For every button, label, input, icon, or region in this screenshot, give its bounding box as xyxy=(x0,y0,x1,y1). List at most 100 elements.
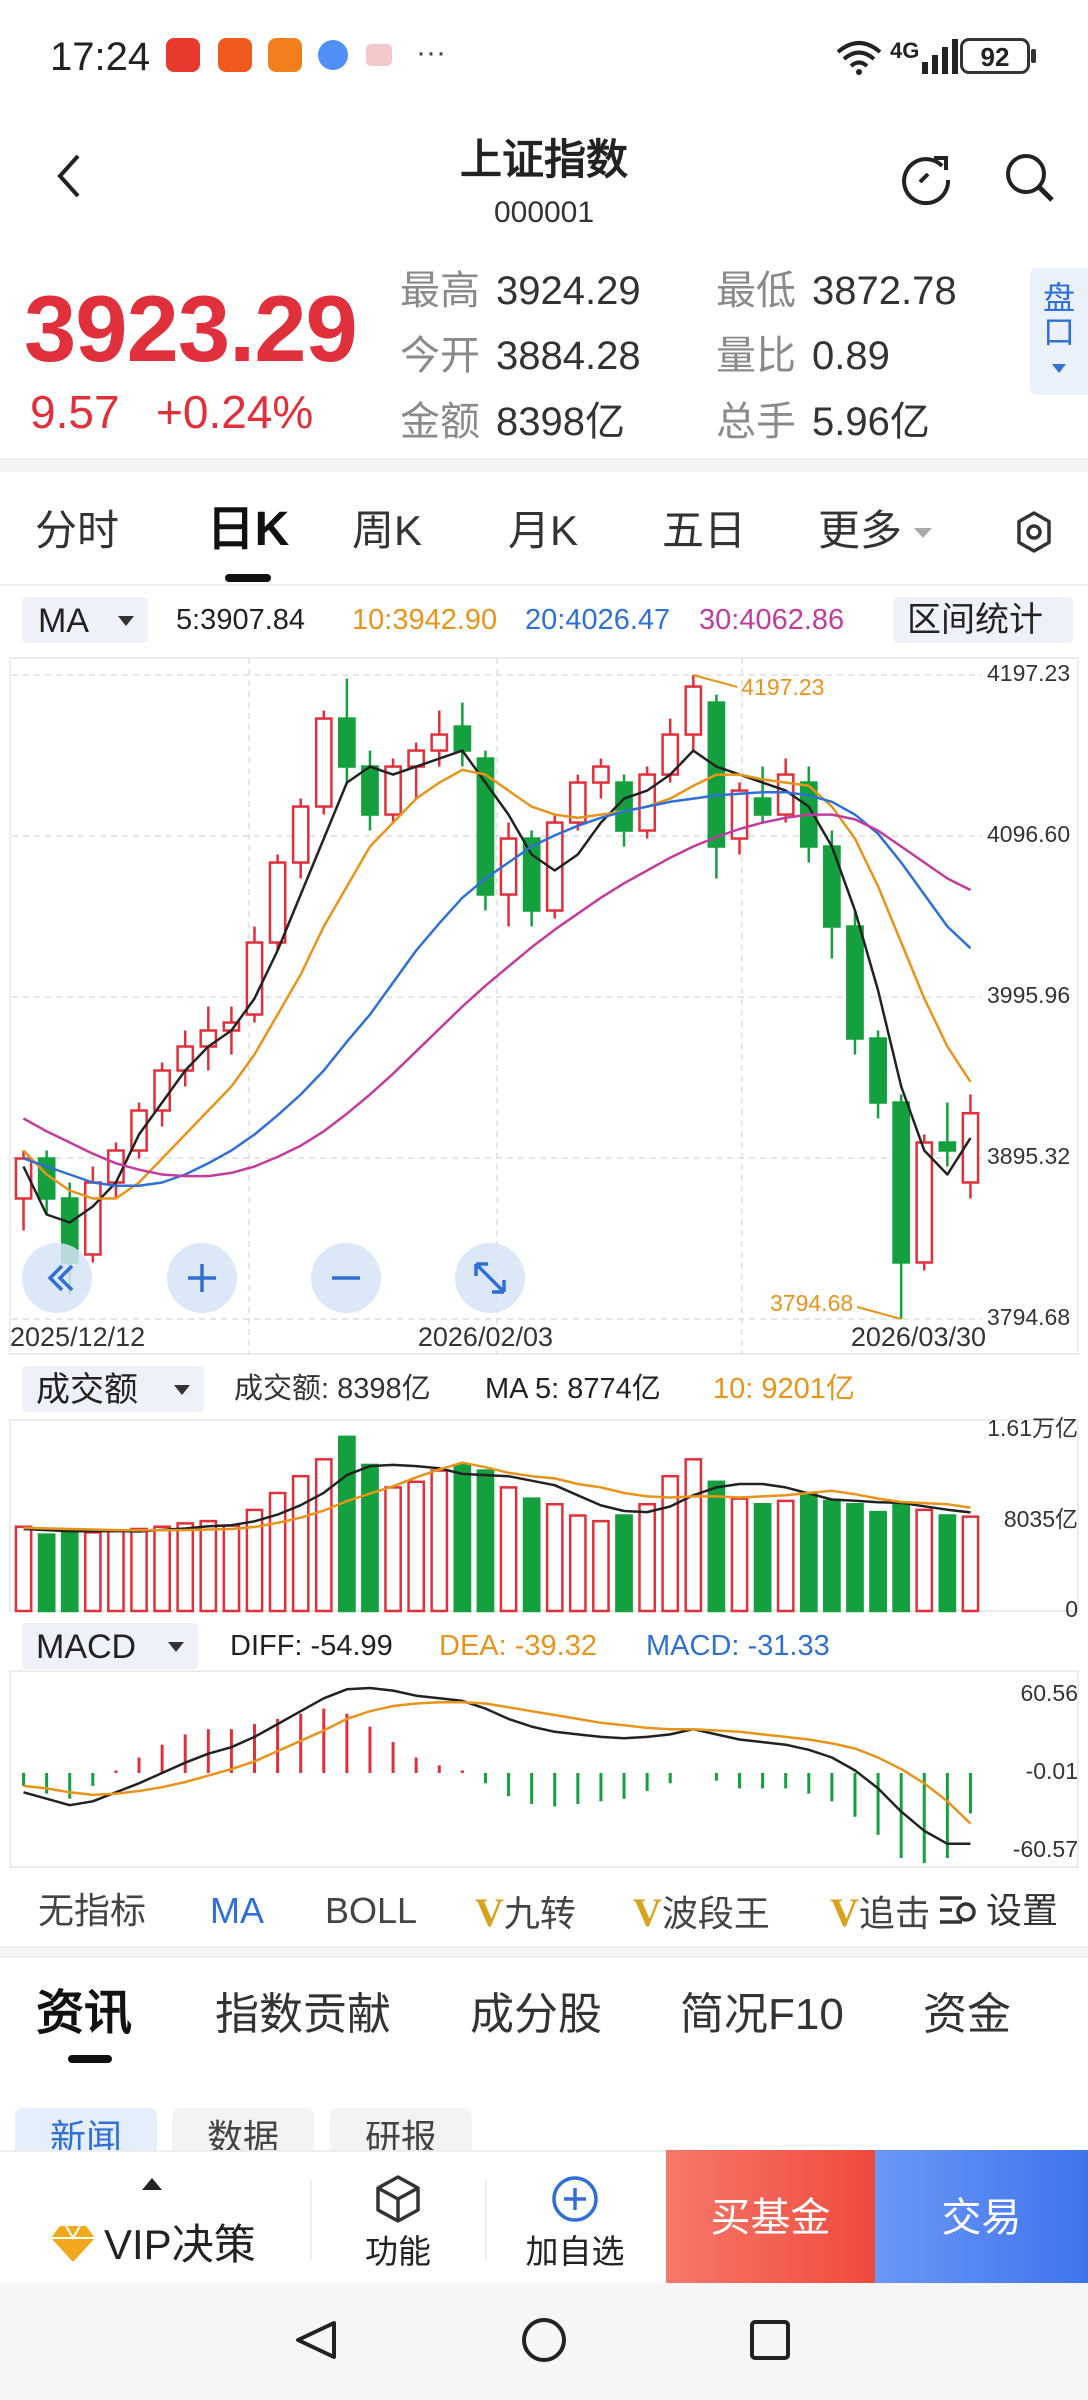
line xyxy=(23,790,972,1187)
line xyxy=(22,813,972,1178)
volume-bar xyxy=(499,1486,518,1613)
network-type: 4G xyxy=(890,38,920,63)
buy-fund-button[interactable]: 买基金 xyxy=(666,2150,875,2285)
indicator-select[interactable]: 成交额 xyxy=(22,1366,204,1412)
indicator-label: 成交额 xyxy=(36,1371,138,1409)
index-code: 000001 xyxy=(493,196,595,229)
nav-back[interactable] xyxy=(296,2321,336,2359)
indicator-tab[interactable]: V九转 xyxy=(475,1890,576,1935)
candle-body xyxy=(869,1037,887,1104)
add-watchlist-icon xyxy=(552,2176,598,2222)
legend-entry: 30:4062.86 xyxy=(699,604,845,636)
candle-body xyxy=(499,837,518,896)
annotation: 4197.23 xyxy=(741,674,824,700)
stat-value: 8398亿 xyxy=(496,400,625,444)
volume-bar xyxy=(730,1497,749,1613)
nav-home[interactable] xyxy=(522,2318,566,2362)
app-icon xyxy=(268,38,302,72)
battery-tip xyxy=(1031,49,1036,63)
news-tab[interactable]: 简况F10 xyxy=(680,1990,844,2039)
back-button[interactable] xyxy=(54,152,84,200)
indicator-settings[interactable]: 设置 xyxy=(928,1880,1088,1940)
candle-body xyxy=(37,1157,56,1200)
app-icon xyxy=(218,38,252,72)
indicator-tab[interactable]: V波段王 xyxy=(633,1890,770,1935)
stat-label: 量比 xyxy=(716,334,796,378)
tab-underline xyxy=(68,2055,112,2063)
side-tab-arrow xyxy=(1052,364,1066,373)
candle-body xyxy=(684,685,703,736)
line xyxy=(23,1461,971,1532)
signal-icon xyxy=(922,39,958,74)
plot-frame xyxy=(9,657,1079,1355)
legend-entry: 10: 9201亿 xyxy=(713,1373,855,1405)
candle-body xyxy=(60,1197,79,1264)
price-change: 9.57 xyxy=(30,386,120,438)
status-time: 17:24 xyxy=(50,35,151,79)
zoom-back-button[interactable] xyxy=(22,1243,92,1313)
news-tab[interactable]: 成分股 xyxy=(470,1990,602,2039)
news-tab[interactable]: 指数贡献 xyxy=(215,1990,391,2039)
candle-body xyxy=(176,1045,195,1072)
period-tab[interactable]: 更多 xyxy=(817,507,903,554)
refresh-button[interactable] xyxy=(898,150,954,206)
candle-body xyxy=(545,821,564,912)
volume-bar xyxy=(753,1503,772,1613)
period-tab[interactable]: 五日 xyxy=(661,507,747,554)
volume-bar xyxy=(14,1525,33,1613)
period-tab[interactable]: 日K xyxy=(206,503,290,556)
side-tab[interactable]: 盘口 xyxy=(1030,268,1088,395)
volume-bar xyxy=(222,1524,241,1613)
dropdown-arrow xyxy=(118,616,134,626)
vip-button[interactable]: VIP决策 xyxy=(104,2221,256,2268)
stat-label: 总手 xyxy=(716,400,796,444)
candle-body xyxy=(592,765,610,784)
divider xyxy=(310,2180,312,2260)
zoom-out-button[interactable] xyxy=(311,1243,381,1313)
volume-bar xyxy=(384,1486,402,1613)
page-title: 上证指数 xyxy=(459,136,629,183)
volume-bar xyxy=(661,1474,680,1613)
candle-body xyxy=(730,789,749,840)
trade-button[interactable]: 交易 xyxy=(875,2150,1088,2285)
volume-bar xyxy=(522,1497,541,1613)
side-tab-label: 盘口 xyxy=(1043,280,1076,350)
period-tab[interactable]: 分时 xyxy=(34,507,120,554)
period-tab[interactable]: 周K xyxy=(351,507,423,554)
search-button[interactable] xyxy=(1002,150,1058,206)
y-tick-label: 4096.60 xyxy=(987,821,1070,847)
indicator-tab[interactable]: BOLL xyxy=(325,1890,418,1931)
add-watchlist-button[interactable]: 加自选 xyxy=(525,2233,625,2270)
dropdown-arrow xyxy=(168,1642,184,1652)
candle-body xyxy=(476,757,495,896)
volume-bar xyxy=(915,1508,934,1613)
candle-body xyxy=(568,781,587,824)
volume-bar xyxy=(545,1503,564,1613)
news-tab[interactable]: 资金 xyxy=(923,1990,1011,2039)
indicator-tab[interactable]: MA xyxy=(210,1890,264,1931)
candle-body xyxy=(615,781,633,832)
candle-body xyxy=(130,1109,148,1152)
volume-bar xyxy=(153,1525,171,1613)
function-button[interactable]: 功能 xyxy=(365,2233,431,2270)
range-stats-button[interactable]: 区间统计 xyxy=(893,597,1073,643)
period-tab[interactable]: 月K xyxy=(507,507,579,554)
y-tick-label: 0 xyxy=(1065,1596,1078,1622)
indicator-select[interactable]: MACD xyxy=(22,1623,198,1669)
volume-bar xyxy=(199,1519,218,1613)
indicator-tab[interactable]: 无指标 xyxy=(38,1890,147,1931)
legend-entry: MACD: -31.33 xyxy=(646,1630,830,1662)
volume-bar xyxy=(407,1480,426,1613)
settings-label: 设置 xyxy=(986,1890,1059,1931)
zoom-in-button[interactable] xyxy=(167,1243,237,1313)
fullscreen-button[interactable] xyxy=(455,1243,525,1313)
indicator-tab[interactable]: V追击 xyxy=(830,1890,931,1935)
settings-button[interactable] xyxy=(1012,510,1056,554)
indicator-select[interactable]: MA xyxy=(22,597,148,643)
volume-bar xyxy=(869,1510,887,1613)
x-tick-label: 2025/12/12 xyxy=(10,1322,145,1352)
candle-body xyxy=(915,1141,934,1264)
news-tab[interactable]: 资讯 xyxy=(36,1987,133,2040)
candle-body xyxy=(892,1101,911,1264)
nav-recents[interactable] xyxy=(750,2320,790,2360)
